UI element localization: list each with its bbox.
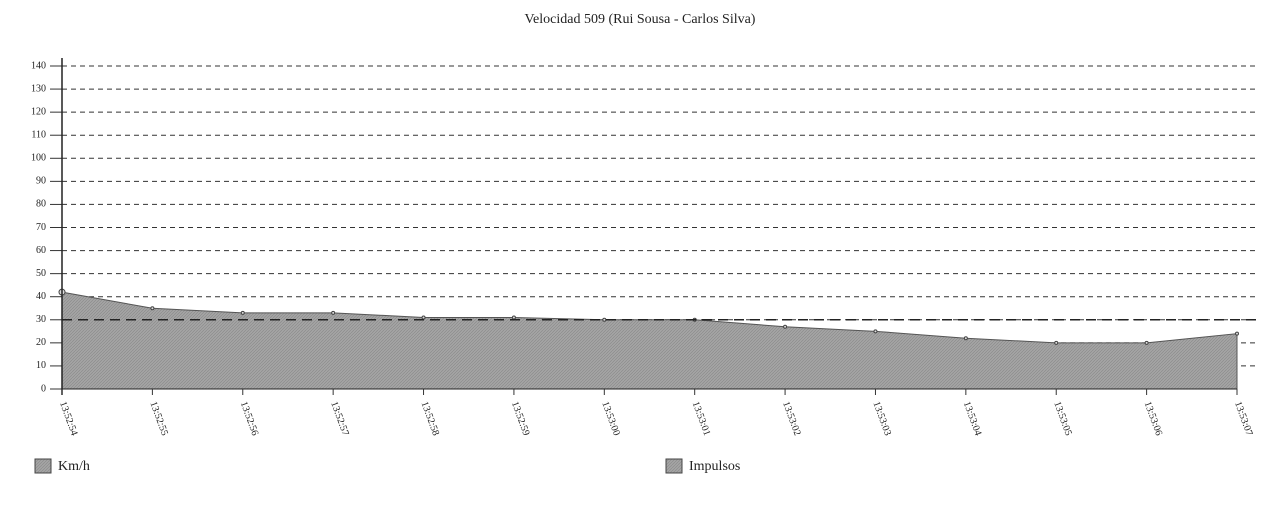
x-tick-label: 13:52:55 <box>147 400 169 437</box>
point <box>331 310 336 315</box>
point <box>1054 340 1059 345</box>
y-tick-label: 80 <box>36 199 46 210</box>
point <box>783 324 788 329</box>
x-tick-label: 13:53:06 <box>1142 400 1164 437</box>
legend-label: Impulsos <box>689 459 740 474</box>
point <box>150 306 155 311</box>
y-tick-label: 90 <box>36 176 46 187</box>
y-tick-label: 100 <box>31 153 46 164</box>
x-tick-label: 13:52:54 <box>57 400 79 437</box>
x-tick-label: 13:53:02 <box>780 400 802 437</box>
x-tick-label: 13:53:00 <box>599 400 621 437</box>
x-tick-label: 13:53:05 <box>1051 400 1073 437</box>
y-tick-label: 10 <box>36 360 46 371</box>
legend-label: Km/h <box>58 459 90 474</box>
y-tick-label: 110 <box>31 130 46 141</box>
x-tick-label: 13:52:59 <box>509 400 531 437</box>
y-tick-label: 70 <box>36 222 46 233</box>
point <box>963 336 968 341</box>
y-tick-label: 60 <box>36 245 46 256</box>
y-tick-label: 120 <box>31 106 46 117</box>
y-tick-label: 20 <box>36 337 46 348</box>
y-tick-label: 140 <box>31 60 46 71</box>
y-tick-label: 40 <box>36 291 46 302</box>
y-tick-label: 0 <box>41 383 46 394</box>
y-tick-label: 30 <box>36 314 46 325</box>
legend-swatch <box>665 458 683 474</box>
y-tick-label: 130 <box>31 83 46 94</box>
point <box>873 329 878 334</box>
area <box>61 291 1238 390</box>
x-tick-label: 13:53:07 <box>1232 400 1254 437</box>
x-tick-label: 13:52:56 <box>238 400 260 437</box>
point <box>1235 331 1239 336</box>
x-tick-label: 13:52:57 <box>328 400 350 437</box>
legend-swatch <box>34 458 52 474</box>
point <box>602 317 607 322</box>
x-tick-label: 13:53:01 <box>690 400 712 437</box>
point <box>1144 340 1149 345</box>
point <box>511 315 516 320</box>
y-tick-label: 50 <box>36 268 46 279</box>
chart-title: Velocidad 509 (Rui Sousa - Carlos Silva) <box>525 12 756 27</box>
x-tick-label: 13:53:04 <box>961 400 983 437</box>
x-tick-label: 13:53:03 <box>870 400 892 437</box>
point <box>421 315 426 320</box>
point <box>240 310 245 315</box>
x-tick-label: 13:52:58 <box>419 400 441 437</box>
